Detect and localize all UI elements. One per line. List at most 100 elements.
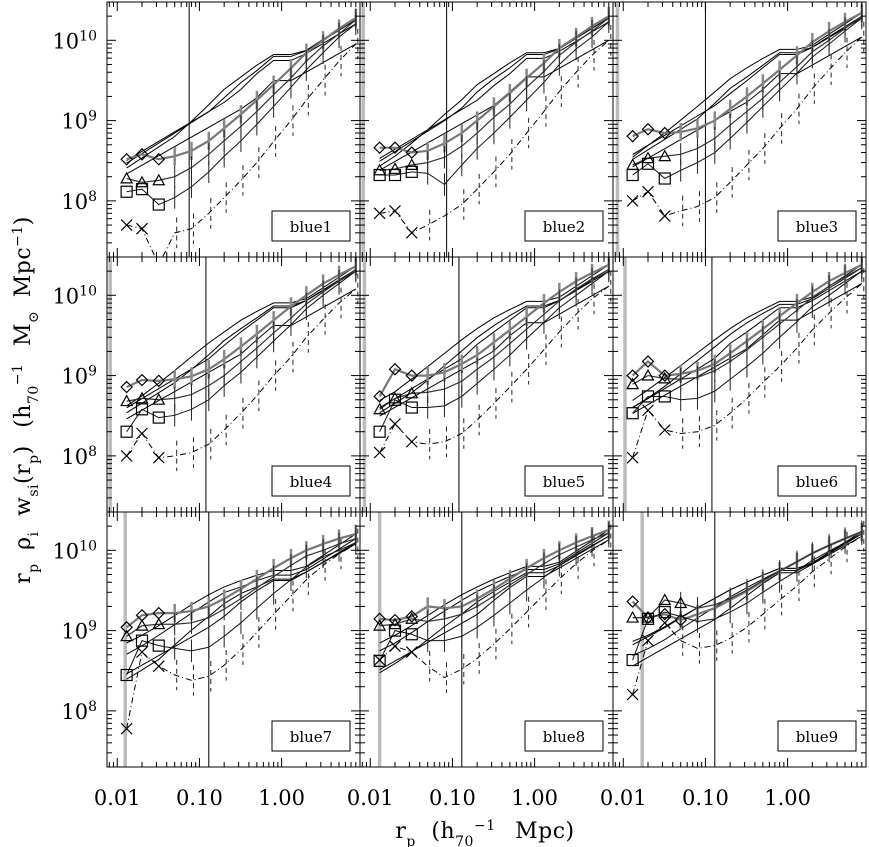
data-point-triangle <box>135 618 149 631</box>
data-point-square <box>152 198 165 211</box>
data-point-triangle <box>120 171 134 184</box>
svg-text:109: 109 <box>61 619 97 644</box>
panel-blue7: blue7 <box>106 511 361 768</box>
panel-blue4: blue4 <box>106 256 361 513</box>
data-point-cross <box>642 185 654 198</box>
plot-area <box>623 257 865 512</box>
y-tick-label: 1010 <box>52 283 97 308</box>
data-point-diamond <box>626 129 639 143</box>
y-tick-label: 1010 <box>52 28 97 53</box>
panel-grid: blue1 blue2 blue3 blue4 blue5 blue6 blue7 blue8… <box>52 1 867 810</box>
data-point-square <box>405 165 418 178</box>
ticks <box>360 511 614 768</box>
data-point-square <box>120 185 133 198</box>
svg-text:1010: 1010 <box>52 28 97 53</box>
data-point-triangle <box>152 617 166 630</box>
plot-area <box>361 2 612 257</box>
data-point-square <box>626 407 639 420</box>
data-point-triangle <box>658 371 672 384</box>
x-tick-label: 0.01 <box>347 786 394 810</box>
y-tick-label: 109 <box>61 619 97 644</box>
series-square <box>626 6 863 185</box>
svg-text:108: 108 <box>61 444 97 469</box>
data-point-cross <box>152 451 165 464</box>
data-point-diamond <box>641 122 655 136</box>
data-point-cross <box>373 654 386 666</box>
series-line-cross <box>126 43 357 257</box>
data-point-square <box>626 168 639 182</box>
data-point-cross <box>120 219 133 231</box>
data-point-cross <box>642 404 654 417</box>
data-point-diamond <box>626 595 639 608</box>
panel-label: blue4 <box>271 465 351 497</box>
y-tick-label: 108 <box>61 189 97 214</box>
data-point-square <box>135 634 149 647</box>
series-diamond <box>120 524 358 634</box>
model-curve-square <box>632 17 863 155</box>
data-point-cross <box>658 209 671 222</box>
data-point-cross <box>389 204 401 217</box>
data-point-cross <box>373 446 386 459</box>
panel-blue6: blue6 <box>612 256 867 513</box>
data-point-triangle <box>135 391 149 404</box>
data-point-diamond <box>152 374 166 388</box>
data-point-square <box>152 639 165 652</box>
panel-label-text: blue9 <box>796 728 838 746</box>
series-cross <box>626 520 865 701</box>
data-point-cross <box>120 449 133 462</box>
data-point-triangle <box>658 593 672 606</box>
plot-area <box>362 257 612 512</box>
y-tick-label: 109 <box>61 109 97 134</box>
plot-area <box>120 2 359 257</box>
data-point-cross <box>389 418 401 430</box>
model-curve-diamond <box>126 265 357 407</box>
data-point-diamond <box>405 146 419 159</box>
plot-area <box>615 2 865 257</box>
data-point-square <box>405 628 418 641</box>
model-curve-square <box>379 21 610 159</box>
data-point-triangle <box>641 368 655 381</box>
series-cross <box>373 25 612 241</box>
ticks <box>360 1 614 258</box>
data-point-square <box>658 172 671 185</box>
data-point-square <box>135 183 149 196</box>
panel-blue5: blue5 <box>359 256 614 513</box>
data-point-triangle <box>388 391 402 404</box>
data-point-cross <box>373 207 386 220</box>
series-square <box>120 259 357 438</box>
x-tick-label: 0.01 <box>94 786 141 810</box>
data-point-triangle <box>152 393 166 405</box>
data-point-cross <box>152 660 165 673</box>
data-point-diamond <box>641 611 655 624</box>
data-point-diamond <box>388 141 402 155</box>
y-tick-label: 109 <box>61 364 97 389</box>
data-point-diamond <box>373 390 386 403</box>
data-point-diamond <box>152 152 166 166</box>
svg-text:1010: 1010 <box>52 283 97 308</box>
series-square <box>373 10 610 196</box>
data-point-triangle <box>626 610 640 623</box>
data-point-cross <box>626 688 639 701</box>
series-line-cross <box>379 539 610 679</box>
data-point-triangle <box>373 618 387 631</box>
data-point-cross <box>136 427 148 440</box>
data-point-diamond <box>658 126 672 140</box>
series-square <box>120 531 357 682</box>
data-point-cross <box>642 634 654 647</box>
y-tick-label: 108 <box>61 444 97 469</box>
x-axis-label: rp (h70−1 Mpc) <box>395 818 574 847</box>
data-point-square <box>626 653 639 667</box>
plot-area <box>626 512 865 767</box>
panel-label: blue2 <box>524 210 604 242</box>
panel-label: blue8 <box>524 720 604 752</box>
data-point-triangle <box>641 610 655 623</box>
series-line-cross <box>632 36 863 217</box>
data-point-triangle <box>120 629 134 642</box>
ticks <box>613 256 867 513</box>
model-curve-diamond <box>632 12 863 158</box>
data-point-cross <box>658 616 671 629</box>
data-point-square <box>373 168 386 182</box>
panel-label-text: blue1 <box>290 218 332 236</box>
data-point-diamond <box>405 369 419 382</box>
data-point-square <box>373 425 386 438</box>
